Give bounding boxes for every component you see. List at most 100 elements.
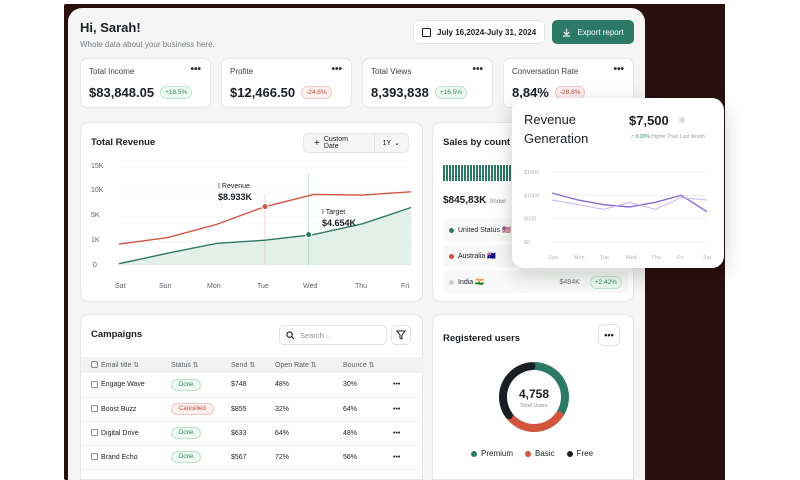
row-menu-icon[interactable]: •••	[393, 429, 401, 437]
cell-bounce: 64%	[343, 405, 358, 413]
more-icon[interactable]: •••	[598, 324, 620, 346]
popup-change-value: 0.20%	[635, 134, 650, 140]
row-menu-icon[interactable]: •••	[393, 405, 401, 413]
filter-button[interactable]	[391, 325, 411, 345]
export-report-button[interactable]: Export report	[552, 20, 634, 44]
campaigns-title: Campaigns	[91, 329, 143, 340]
table-row[interactable]: Engage Wave Done $748 48% 30% •••	[81, 373, 424, 397]
revenue-title: Total Revenue	[91, 137, 156, 148]
donut-slice	[506, 411, 564, 432]
row-checkbox[interactable]	[91, 381, 98, 389]
x-tick: Thu	[651, 255, 660, 261]
cell-bounce: 30%	[343, 381, 358, 389]
y-tick: 15K	[91, 163, 104, 170]
country-dot	[449, 279, 454, 285]
column-label: Open Rate	[275, 362, 309, 369]
select-all-checkbox[interactable]	[91, 361, 98, 369]
more-icon[interactable]: •••	[190, 64, 201, 75]
stat-label: Profite	[230, 67, 254, 76]
status-badge: Cancelled	[171, 403, 214, 415]
revenue-point	[261, 203, 269, 211]
cell-send: $748	[231, 381, 247, 389]
country-change: +2.42%	[589, 275, 622, 289]
row-checkbox[interactable]	[91, 429, 98, 437]
more-icon[interactable]: •••	[613, 64, 624, 75]
column-header[interactable]: Status ⇅	[171, 362, 199, 369]
country-dot	[449, 227, 454, 233]
popup-change: ↗ 0.20% Higher Than Last Month	[630, 134, 705, 140]
users-total: 4,758	[518, 387, 550, 401]
cell-title: Brand Echo	[101, 453, 138, 461]
stat-value: 8,84%	[512, 85, 549, 100]
table-header-row: Email title ⇅ Status ⇅ Send ⇅ Open Rate …	[81, 357, 424, 373]
change-badge: -24.8%	[301, 86, 332, 99]
x-tick: Tue	[257, 283, 269, 290]
calendar-icon	[422, 27, 431, 37]
revenue-chart	[118, 166, 412, 266]
x-tick: Mon	[574, 255, 585, 261]
x-tick: Fri	[677, 255, 683, 261]
plus-icon: +	[314, 137, 320, 149]
campaigns-table: Email title ⇅ Status ⇅ Send ⇅ Open Rate …	[81, 357, 424, 470]
sales-total-suffix: Showi	[489, 199, 506, 205]
greeting-block: Hi, Sarah! Whole data about your busines…	[80, 20, 215, 49]
cell-send: $855	[231, 405, 247, 413]
sales-bar	[443, 165, 518, 181]
column-header[interactable]: Send ⇅	[231, 362, 256, 369]
change-badge: +18.5%	[160, 86, 193, 99]
more-icon[interactable]: •••	[472, 64, 483, 75]
stat-value: $83,848.05	[89, 85, 155, 100]
country-row-india[interactable]: India 🇮🇳 $484K +2.42%	[443, 271, 628, 293]
status-badge: Done	[171, 451, 202, 463]
row-checkbox[interactable]	[91, 453, 98, 461]
column-label: Bounce	[343, 362, 367, 369]
target-line	[118, 206, 412, 265]
x-tick: Wed	[303, 283, 318, 290]
row-menu-icon[interactable]: •••	[393, 381, 401, 389]
revenue-tip-value: $8.933K	[218, 192, 253, 202]
column-header[interactable]: Email title ⇅	[101, 362, 140, 369]
more-icon[interactable]: •••	[331, 64, 342, 75]
users-total-label: Total Users	[520, 403, 548, 409]
cell-open-rate: 32%	[275, 405, 290, 413]
table-row[interactable]: Brand Echo Done $567 72% 56% •••	[81, 445, 424, 469]
date-range-button[interactable]: July 16,2024-July 31, 2024	[413, 20, 545, 44]
cell-send: $567	[231, 453, 247, 461]
x-tick: Sun	[159, 283, 172, 290]
custom-date-button[interactable]: + Custom Date	[304, 134, 375, 152]
search-icon	[286, 330, 295, 339]
y-tick: 0	[93, 262, 97, 269]
column-header[interactable]: Bounce ⇅	[343, 362, 375, 369]
popup-title: Revenue Generation	[524, 112, 589, 146]
y-tick: $1500	[524, 170, 539, 176]
donut-slice	[499, 362, 536, 420]
cell-title: Digital Drive	[101, 429, 139, 437]
info-icon	[679, 117, 685, 123]
x-tick: Tue	[600, 255, 609, 261]
cell-send: $633	[231, 429, 247, 437]
column-header[interactable]: Open Rate ⇅	[275, 362, 317, 369]
chevron-down-icon: ⌄	[394, 140, 400, 147]
status-badge: Done	[171, 427, 202, 439]
users-legend: Premium Basic Free	[471, 449, 593, 458]
date-range-label: July 16,2024-July 31, 2024	[437, 27, 537, 37]
custom-date-label: Custom Date	[323, 136, 348, 150]
export-label: Export report	[577, 27, 624, 37]
search-placeholder: Search...	[300, 330, 331, 340]
period-select[interactable]: 1Y ⌄	[375, 139, 408, 148]
cell-bounce: 56%	[343, 453, 358, 461]
row-checkbox[interactable]	[91, 405, 98, 413]
x-tick: Fri	[401, 283, 410, 290]
stat-card-profit: Profite ••• $12,466.50 -24.8%	[221, 58, 352, 108]
table-row[interactable]: Boost Buzz Cancelled $855 32% 64% •••	[81, 397, 424, 421]
row-menu-icon[interactable]: •••	[393, 453, 401, 461]
search-input[interactable]: Search...	[279, 325, 387, 345]
column-label: Send	[231, 362, 248, 369]
greeting-title: Hi, Sarah!	[80, 20, 141, 35]
greeting-subtitle: Whole data about your business here.	[80, 40, 215, 49]
x-tick: Mon	[207, 283, 221, 290]
users-donut-chart	[499, 362, 569, 432]
table-row[interactable]: Digital Drive Done $633 64% 48% •••	[81, 421, 424, 445]
download-icon	[563, 28, 571, 37]
campaigns-card: Campaigns Search... Email title ⇅ Status…	[80, 314, 424, 480]
